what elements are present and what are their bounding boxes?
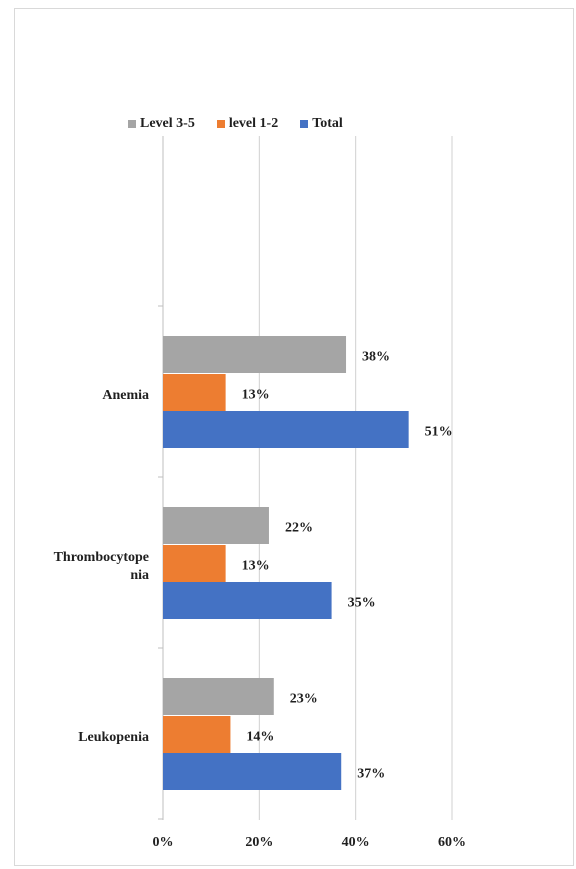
legend-label-total: Total	[312, 116, 343, 131]
legend-label-level-1-2: level 1-2	[228, 116, 279, 131]
legend-item-level-3-5: Level 3-5	[128, 116, 195, 132]
data-label: 13%	[242, 388, 270, 403]
x-tick-label: 60%	[438, 835, 466, 850]
legend-label-level-3-5: Level 3-5	[140, 116, 195, 131]
x-tick-label: 20%	[245, 835, 273, 850]
data-label: 38%	[362, 350, 390, 365]
bar	[163, 336, 347, 373]
category-label: Thrombocytope	[54, 550, 149, 565]
data-label: 13%	[242, 559, 270, 574]
legend-swatch-level-3-5	[128, 120, 136, 128]
legend-swatch-total	[300, 120, 309, 128]
data-label: 37%	[357, 767, 385, 782]
bar	[163, 507, 269, 544]
category-label: nia	[130, 568, 149, 583]
data-label: 51%	[425, 425, 453, 440]
bar	[163, 678, 274, 715]
data-label: 14%	[246, 730, 274, 745]
bar	[163, 374, 226, 411]
category-label: Leukopenia	[78, 730, 149, 745]
x-tick-label: 40%	[342, 835, 370, 850]
chart-legend: Level 3-5 level 1-2 Total	[128, 116, 343, 132]
category-label: Anemia	[102, 388, 149, 403]
legend-item-level-1-2: level 1-2	[216, 116, 279, 132]
data-label: 22%	[285, 521, 313, 536]
bar	[163, 716, 231, 753]
bar	[163, 753, 342, 790]
legend-item-total: Total	[300, 116, 343, 132]
bar	[163, 411, 409, 448]
legend-swatch-level-1-2	[216, 120, 225, 128]
data-label: 23%	[290, 692, 318, 707]
bar	[163, 582, 332, 619]
x-tick-label: 0%	[153, 835, 174, 850]
bar	[163, 545, 226, 582]
data-label: 35%	[348, 596, 376, 611]
